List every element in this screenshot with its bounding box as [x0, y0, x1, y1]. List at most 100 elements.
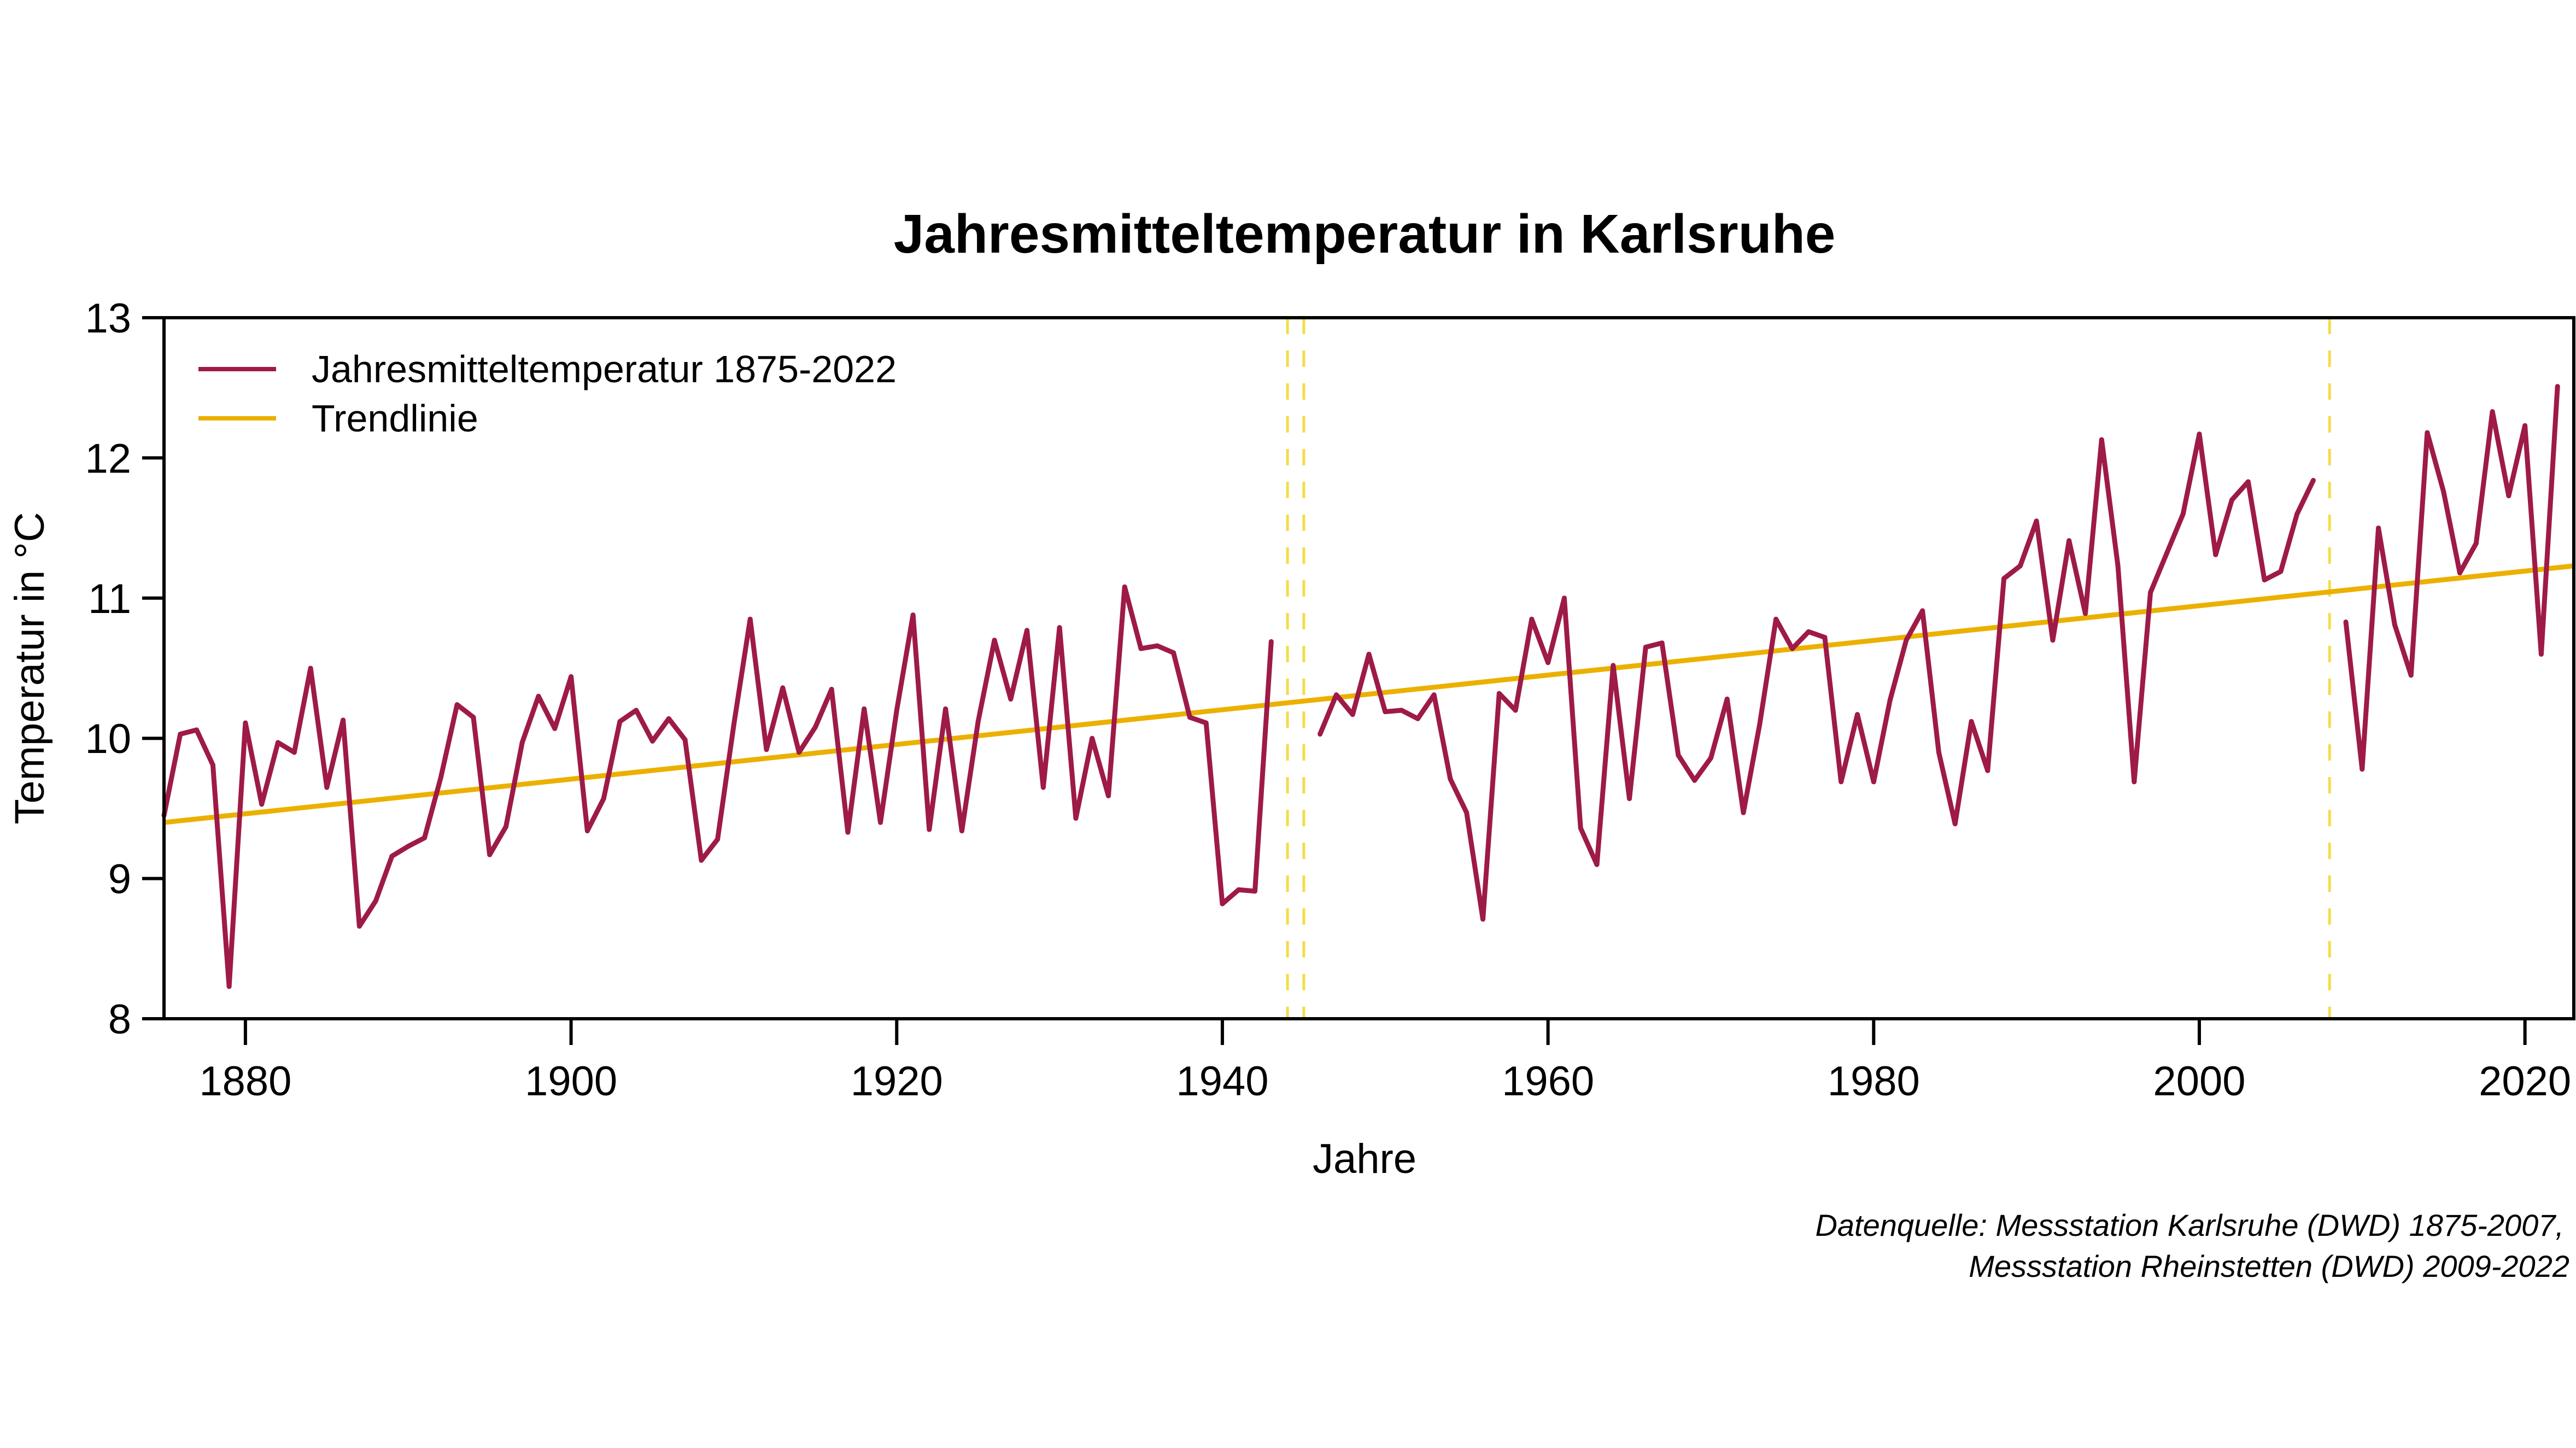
- y-tick-label-13: 13: [85, 295, 131, 342]
- data-point-1971: [1724, 696, 1730, 702]
- data-point-1961: [1561, 595, 1567, 601]
- data-point-1877: [194, 727, 200, 733]
- data-point-1931: [1073, 815, 1079, 821]
- data-point-1897: [519, 740, 525, 745]
- data-point-2016: [2457, 570, 2463, 576]
- data-point-1904: [634, 708, 639, 713]
- data-point-1995: [2115, 563, 2121, 569]
- data-point-1992: [2066, 538, 2072, 544]
- data-point-1994: [2099, 437, 2104, 442]
- x-axis: 1880 1900 1920 1940 1960 1980 2000 2020: [199, 1019, 2571, 1105]
- data-point-2000: [2197, 431, 2202, 437]
- data-point-2011: [2376, 526, 2381, 531]
- data-point-1946: [1318, 732, 1323, 737]
- data-point-1991: [2050, 638, 2056, 643]
- data-source-line-1: Datenquelle: Messstation Karlsruhe (DWD)…: [1815, 1208, 2564, 1242]
- data-point-1975: [1789, 646, 1795, 651]
- data-point-2017: [2473, 541, 2479, 546]
- x-tick-label-1900: 1900: [525, 1058, 617, 1105]
- data-point-1916: [829, 686, 834, 692]
- data-point-1968: [1676, 752, 1681, 758]
- y-tick-label-8: 8: [108, 996, 131, 1043]
- data-point-1956: [1480, 916, 1485, 922]
- data-point-1889: [389, 854, 395, 859]
- data-point-1908: [699, 857, 704, 863]
- data-point-1907: [682, 737, 688, 743]
- data-point-1954: [1448, 776, 1453, 782]
- data-point-1965: [1627, 796, 1632, 801]
- data-point-1949: [1366, 651, 1372, 657]
- data-point-1952: [1415, 716, 1420, 721]
- data-point-1896: [503, 824, 508, 830]
- temperature-series-group: [161, 384, 2560, 989]
- data-point-1893: [454, 702, 460, 708]
- data-point-1985: [1952, 821, 1958, 827]
- y-tick-label-12: 12: [85, 435, 131, 482]
- data-point-1884: [308, 665, 313, 671]
- data-point-1958: [1513, 708, 1518, 713]
- data-point-1911: [747, 616, 753, 622]
- data-point-1978: [1839, 779, 1844, 785]
- y-axis-label: Temperatur in °C: [7, 512, 53, 824]
- data-point-1876: [178, 732, 183, 737]
- data-point-1970: [1708, 755, 1713, 761]
- data-point-1976: [1806, 629, 1811, 634]
- y-tick-label-10: 10: [85, 716, 131, 762]
- data-point-1881: [259, 802, 265, 807]
- legend-label-series: Jahresmitteltemperatur 1875-2022: [312, 348, 897, 390]
- y-tick-label-11: 11: [88, 576, 131, 622]
- data-point-1989: [2017, 563, 2023, 569]
- data-point-2005: [2278, 569, 2284, 574]
- data-point-1953: [1431, 692, 1437, 698]
- data-point-2002: [2229, 497, 2235, 503]
- data-point-1899: [552, 726, 558, 731]
- data-point-1882: [275, 740, 280, 745]
- data-point-1972: [1741, 810, 1746, 815]
- data-point-1900: [569, 674, 574, 679]
- data-point-2009: [2343, 619, 2349, 624]
- data-point-1890: [406, 844, 411, 849]
- data-point-1955: [1464, 810, 1470, 815]
- data-point-1941: [1236, 887, 1242, 892]
- data-point-1988: [2001, 576, 2007, 581]
- data-point-1984: [1936, 750, 1941, 755]
- x-tick-label-2000: 2000: [2153, 1058, 2245, 1105]
- data-point-1880: [243, 720, 248, 726]
- x-tick-label-1940: 1940: [1176, 1058, 1268, 1105]
- data-point-1951: [1399, 708, 1404, 713]
- data-point-2010: [2360, 767, 2365, 772]
- data-point-1901: [584, 828, 590, 833]
- data-point-1983: [1920, 608, 1925, 614]
- data-point-1918: [862, 706, 867, 711]
- data-point-1928: [1024, 628, 1030, 633]
- data-point-1998: [2164, 551, 2169, 556]
- data-point-1960: [1545, 660, 1551, 665]
- data-point-1962: [1578, 825, 1583, 831]
- trend-line-group: [163, 563, 2574, 825]
- data-point-1906: [666, 716, 671, 721]
- data-point-1939: [1203, 720, 1209, 726]
- y-axis: 8 9 10 11 12 13: [85, 295, 164, 1043]
- x-axis-label: Jahre: [1313, 1136, 1416, 1182]
- data-point-1930: [1057, 625, 1062, 630]
- data-point-1905: [650, 738, 655, 744]
- data-point-1987: [1985, 768, 1990, 773]
- data-point-1993: [2082, 611, 2088, 616]
- data-point-1982: [1904, 638, 1909, 643]
- data-point-1942: [1252, 889, 1258, 894]
- data-point-1894: [471, 715, 476, 720]
- data-point-2001: [2213, 552, 2218, 557]
- data-point-1969: [1692, 778, 1697, 783]
- x-tick-label-1980: 1980: [1828, 1058, 1920, 1105]
- data-point-1996: [2132, 779, 2137, 785]
- data-point-1886: [341, 717, 346, 723]
- data-point-2020: [2522, 423, 2528, 428]
- data-point-1997: [2148, 590, 2153, 595]
- data-point-1914: [797, 750, 802, 755]
- data-point-1910: [731, 722, 736, 727]
- data-point-1948: [1350, 712, 1355, 717]
- data-point-1923: [943, 706, 949, 711]
- data-point-1943: [1268, 639, 1274, 644]
- data-point-1925: [975, 719, 981, 724]
- data-point-1974: [1773, 616, 1779, 622]
